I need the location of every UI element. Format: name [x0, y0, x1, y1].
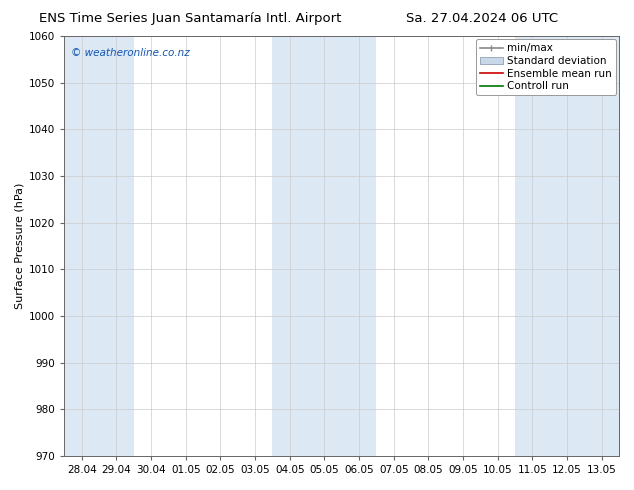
Text: ENS Time Series Juan Santamaría Intl. Airport: ENS Time Series Juan Santamaría Intl. Ai…: [39, 12, 341, 25]
Bar: [585, 36, 619, 456]
Y-axis label: Surface Pressure (hPa): Surface Pressure (hPa): [15, 183, 25, 309]
Bar: [65, 36, 99, 456]
Bar: [307, 36, 342, 456]
Bar: [342, 36, 377, 456]
Text: © weatheronline.co.nz: © weatheronline.co.nz: [71, 48, 190, 58]
Bar: [99, 36, 134, 456]
Bar: [550, 36, 585, 456]
Text: Sa. 27.04.2024 06 UTC: Sa. 27.04.2024 06 UTC: [406, 12, 558, 25]
Bar: [273, 36, 307, 456]
Bar: [515, 36, 550, 456]
Legend: min/max, Standard deviation, Ensemble mean run, Controll run: min/max, Standard deviation, Ensemble me…: [476, 39, 616, 96]
